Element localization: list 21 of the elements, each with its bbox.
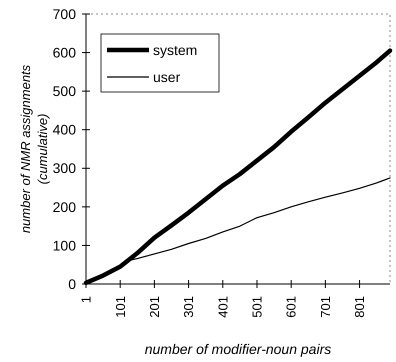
y-tick-label: 300: [52, 160, 76, 176]
y-tick-label: 700: [52, 6, 76, 22]
y-tick-label: 0: [68, 276, 76, 292]
x-tick-label: 701: [318, 296, 333, 318]
legend-label: system: [153, 42, 198, 58]
x-tick-label: 401: [215, 296, 230, 318]
x-tick-label: 201: [146, 296, 162, 318]
x-tick-label: 1: [78, 296, 94, 304]
legend-label: user: [153, 68, 181, 85]
y-tick-label: 100: [52, 237, 76, 254]
x-tick-label: 301: [181, 296, 196, 318]
y-axis-title: number of NMR assignments (cumulative): [18, 64, 50, 234]
y-tick-label: 600: [52, 44, 76, 60]
x-tick-label: 501: [250, 296, 265, 318]
y-tick-label: 500: [52, 83, 76, 100]
y-tick-label: 200: [52, 198, 76, 215]
x-tick-label: 601: [284, 296, 299, 318]
y-tick-label: 400: [52, 122, 76, 138]
x-tick-label: 101: [112, 296, 128, 318]
x-tick-label: 801: [352, 296, 368, 318]
x-axis-title: number of modifier-noun pairs: [144, 341, 332, 357]
